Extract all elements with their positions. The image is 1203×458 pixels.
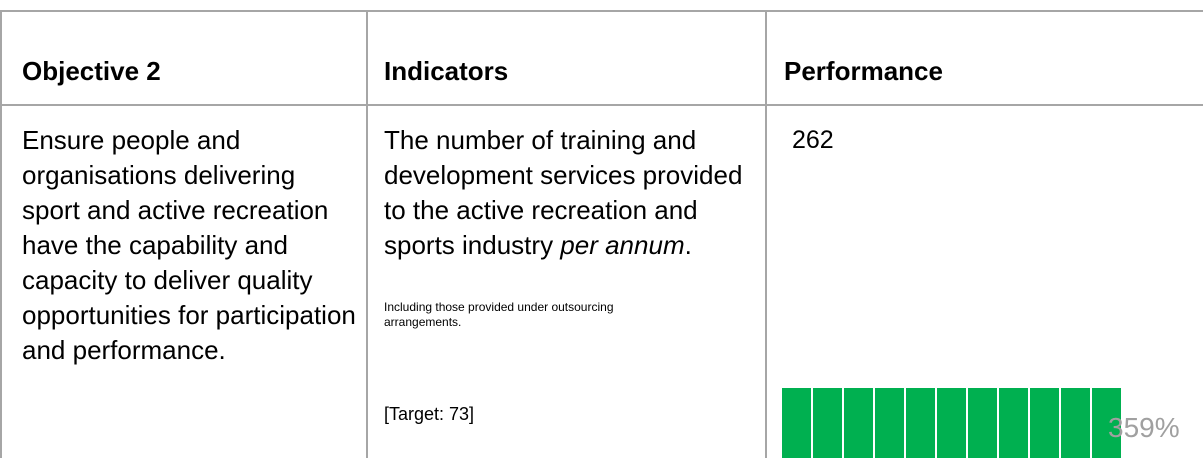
bar-cell — [1030, 388, 1059, 458]
performance-value: 262 — [792, 126, 834, 154]
indicator-text: The number of training and development s… — [384, 123, 762, 263]
table-border — [765, 10, 767, 458]
table-border — [366, 10, 368, 458]
bar-cell — [999, 388, 1028, 458]
bar-cell — [813, 388, 842, 458]
table-border — [0, 10, 1203, 12]
objective-text: Ensure people and organisations deliveri… — [22, 125, 356, 365]
percent-label: 359% — [1108, 412, 1180, 443]
header-cell: Indicators — [384, 56, 509, 86]
bar-cell — [782, 388, 811, 458]
progress-bar — [782, 388, 1123, 458]
bar-cell — [906, 388, 935, 458]
bar-cell — [937, 388, 966, 458]
header-cell: Objective 2 — [22, 56, 161, 86]
table-border — [0, 104, 1203, 106]
header-cell: Performance — [784, 56, 943, 86]
indicator-note: Including those provided under outsourci… — [384, 300, 614, 329]
indicator-end: . — [684, 230, 692, 260]
bar-cell — [875, 388, 904, 458]
bar-cell — [844, 388, 873, 458]
bar-cell — [1061, 388, 1090, 458]
indicator-main: The number of training and development s… — [384, 125, 743, 260]
table-border — [0, 10, 2, 458]
bar-cell — [1092, 388, 1121, 458]
indicator-emphasis: per annum — [560, 230, 685, 260]
bar-cell — [968, 388, 997, 458]
target: [Target: 73] — [384, 404, 475, 424]
